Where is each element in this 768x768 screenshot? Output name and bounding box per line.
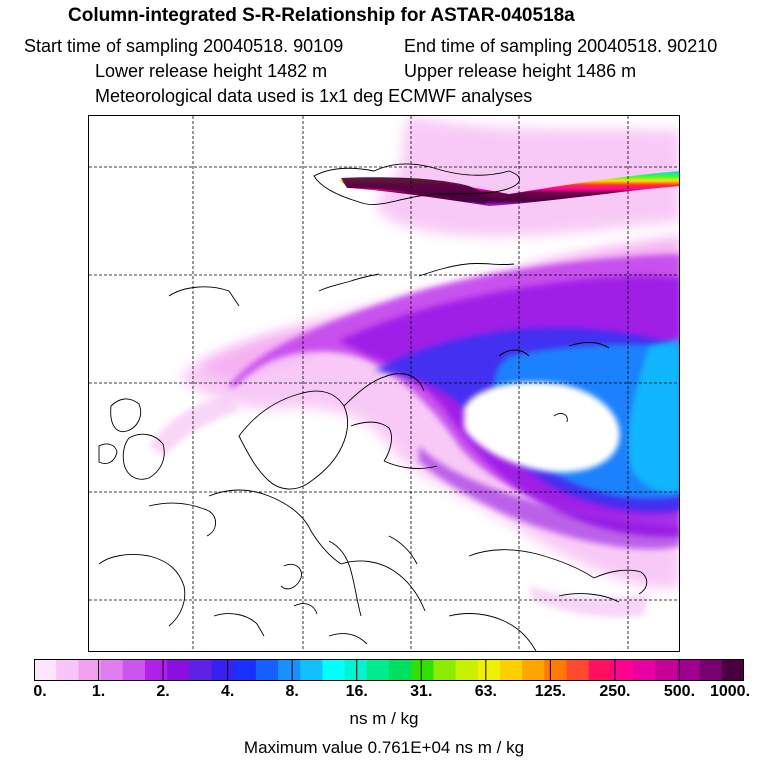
colorbar [34, 659, 744, 681]
lower-release-height-label: Lower release height 1482 m [95, 61, 328, 81]
colorbar-swatch [300, 659, 323, 681]
start-time-label: Start time of sampling 20040518. 90109 [24, 36, 344, 56]
colorbar-swatch [433, 659, 457, 681]
colorbar-swatch [477, 659, 501, 681]
colorbar-swatch [122, 659, 146, 681]
map-panel [88, 115, 680, 652]
colorbar-tick-label: 500. [663, 683, 696, 700]
colorbar-swatch [255, 659, 279, 681]
colorbar-tick-label: 63. [474, 683, 497, 700]
colorbar-swatches [34, 659, 744, 681]
colorbar-swatch [699, 659, 723, 681]
end-time-label: End time of sampling 20040518. 90210 [404, 36, 718, 56]
colorbar-swatch [633, 659, 656, 681]
colorbar-swatch [233, 659, 257, 681]
colorbar-tick-label: 4. [220, 683, 235, 700]
colorbar-tick-label: 0. [33, 683, 47, 700]
colorbar-swatch [499, 659, 523, 681]
colorbar-swatch [278, 659, 301, 681]
colorbar-tick-label: 1000. [709, 683, 751, 700]
colorbar-swatch [544, 659, 567, 681]
colorbar-tick-label: 1. [91, 683, 106, 700]
plot-title: Column-integrated S-R-Relationship for A… [68, 5, 575, 26]
colorbar-swatch [322, 659, 346, 681]
meteorological-data-label: Meteorological data used is 1x1 deg ECMW… [95, 86, 533, 106]
lat-lon-grid [89, 116, 679, 651]
colorbar-swatch [189, 659, 212, 681]
colorbar-swatch [677, 659, 701, 681]
colorbar-swatch [610, 659, 634, 681]
colorbar-swatch [588, 659, 612, 681]
sr-field [149, 116, 679, 618]
colorbar-swatch [100, 659, 124, 681]
colorbar-tick-label: 8. [285, 683, 299, 700]
colorbar-swatch [167, 659, 190, 681]
colorbar-swatch [411, 659, 434, 681]
coastlines [98, 163, 648, 651]
colorbar-tick-label: 2. [156, 683, 170, 700]
colorbar-tick-label: 250. [599, 683, 631, 700]
colorbar-tick-label: 31. [410, 683, 433, 700]
map-canvas [89, 116, 679, 651]
colorbar-swatch [211, 659, 235, 681]
colorbar-swatch [389, 659, 412, 681]
colorbar-swatch [721, 659, 744, 681]
colorbar-swatch [78, 659, 102, 681]
colorbar-tick-labels: 0. 1. 2. 4. 8. 16. 31. 63. 125. 250. 500. 1000. [0, 683, 768, 703]
colorbar-swatch [522, 659, 545, 681]
maximum-value-label: Maximum value 0.761E+04 ns m / kg [243, 738, 525, 757]
colorbar-tick-label: 16. [345, 683, 368, 700]
colorbar-swatch [56, 659, 79, 681]
colorbar-swatch [566, 659, 590, 681]
colorbar-swatch [455, 659, 479, 681]
upper-release-height-label: Upper release height 1486 m [404, 61, 637, 81]
colorbar-swatch [34, 659, 57, 681]
colorbar-swatch [366, 659, 390, 681]
colorbar-swatch [144, 659, 168, 681]
colorbar-tick-label: 125. [534, 683, 566, 700]
units-label: ns m / kg [349, 709, 419, 728]
colorbar-swatch [344, 659, 368, 681]
colorbar-swatch [655, 659, 678, 681]
